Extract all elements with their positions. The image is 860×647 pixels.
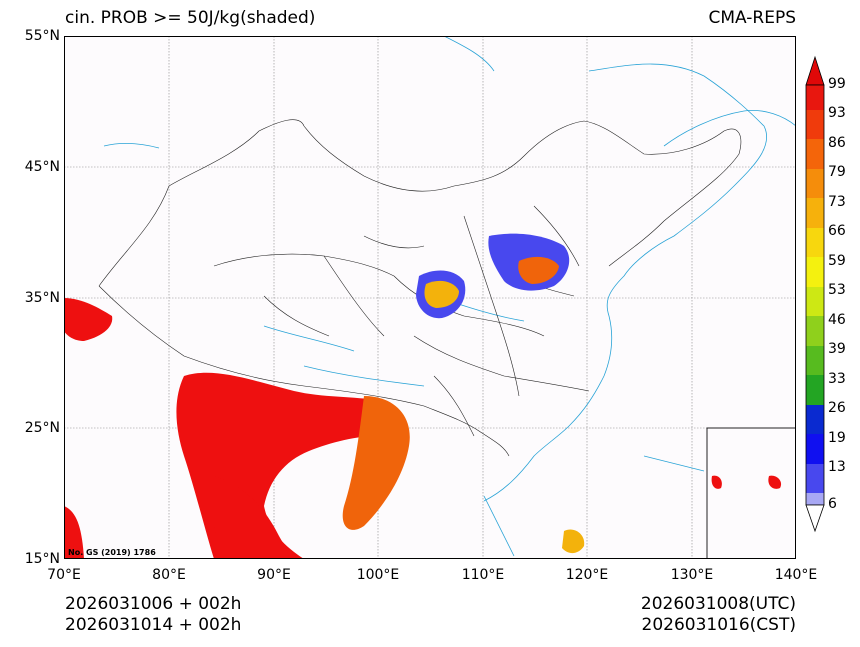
- colorbar-bin-39: [806, 346, 824, 375]
- colorbar-label-33: 33: [828, 371, 846, 387]
- colorbar-label-13: 13: [828, 459, 846, 475]
- colorbar-label-73: 73: [828, 194, 846, 210]
- colorbar-label-39: 39: [828, 341, 846, 357]
- colorbar-bin-66: [806, 228, 824, 257]
- model-name: CMA-REPS: [708, 8, 796, 28]
- colorbar-bin-99: [806, 85, 824, 110]
- shading-se-spot: [562, 529, 585, 554]
- lat-tick-15: 15°N: [24, 551, 60, 567]
- lon-tick-140: 140°E: [774, 567, 818, 583]
- colorbar-bin-13: [806, 464, 824, 493]
- init-time-cst: 2026031014 + 002h: [65, 615, 242, 635]
- colorbar-bin-19: [806, 434, 824, 464]
- coastlines: [103, 36, 796, 557]
- colorbar-label-86: 86: [828, 135, 846, 151]
- copyright-text: No. GS (2019) 1786: [68, 548, 156, 557]
- colorbar-label-66: 66: [828, 223, 846, 239]
- colorbar-label-93: 93: [828, 105, 846, 121]
- colorbar-arrow-top: [805, 55, 825, 86]
- colorbar-label-79: 79: [828, 164, 846, 180]
- lon-tick-120: 120°E: [565, 567, 609, 583]
- colorbar-label-99: 99: [828, 76, 846, 92]
- colorbar-bin-26: [806, 405, 824, 434]
- shading-yunnan: [342, 396, 410, 530]
- colorbar-bin-93: [806, 110, 824, 139]
- valid-time-cst: 2026031016(CST): [641, 615, 796, 635]
- colorbar-bin-46: [806, 316, 824, 346]
- colorbar-label-26: 26: [828, 400, 846, 416]
- colorbar-bin-33: [806, 375, 824, 405]
- colorbar-label-53: 53: [828, 282, 846, 298]
- colorbar-bin-86: [806, 139, 824, 169]
- lat-tick-45: 45°N: [24, 159, 60, 175]
- colorbar-bin-6: [806, 493, 824, 505]
- lon-tick-110: 110°E: [461, 567, 505, 583]
- shading-north-core: [518, 256, 559, 284]
- shading-west-edge: [64, 298, 113, 341]
- inset-frame: [706, 427, 796, 559]
- lat-tick-35: 35°N: [24, 290, 60, 306]
- colorbar-bin-59: [806, 257, 824, 287]
- lon-tick-80: 80°E: [152, 567, 186, 583]
- inset-shading: [711, 475, 782, 489]
- colorbar-label-6: 6: [828, 496, 837, 512]
- lon-tick-70: 70°E: [47, 567, 81, 583]
- lon-tick-90: 90°E: [257, 567, 291, 583]
- probability-shading: [64, 233, 585, 559]
- lon-tick-130: 130°E: [670, 567, 714, 583]
- lat-tick-25: 25°N: [24, 420, 60, 436]
- valid-time-utc: 2026031008(UTC): [640, 594, 796, 614]
- colorbar-bin-53: [806, 287, 824, 316]
- colorbar-label-59: 59: [828, 253, 846, 269]
- init-time-utc: 2026031006 + 002h: [65, 594, 242, 614]
- colorbar-label-46: 46: [828, 312, 846, 328]
- colorbar-bin-79: [806, 169, 824, 198]
- shading-bengal: [212, 476, 290, 559]
- lat-tick-55: 55°N: [24, 28, 60, 44]
- colorbar-bin-73: [806, 198, 824, 228]
- shading-sw-corner: [64, 506, 84, 559]
- map-panel: No. GS (2019) 1786: [64, 36, 796, 559]
- lon-tick-100: 100°E: [356, 567, 400, 583]
- colorbar-label-19: 19: [828, 430, 846, 446]
- map-border: [64, 36, 796, 559]
- chart-title: cin. PROB >= 50J/kg(shaded): [65, 8, 316, 28]
- colorbar-arrow-bottom: [805, 504, 825, 533]
- colorbar: [805, 55, 825, 533]
- shading-loess-core: [424, 280, 459, 308]
